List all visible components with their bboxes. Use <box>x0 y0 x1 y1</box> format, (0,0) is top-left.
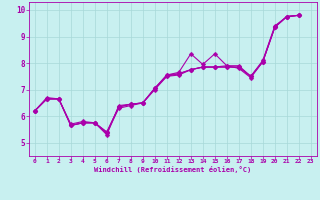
X-axis label: Windchill (Refroidissement éolien,°C): Windchill (Refroidissement éolien,°C) <box>94 166 252 173</box>
